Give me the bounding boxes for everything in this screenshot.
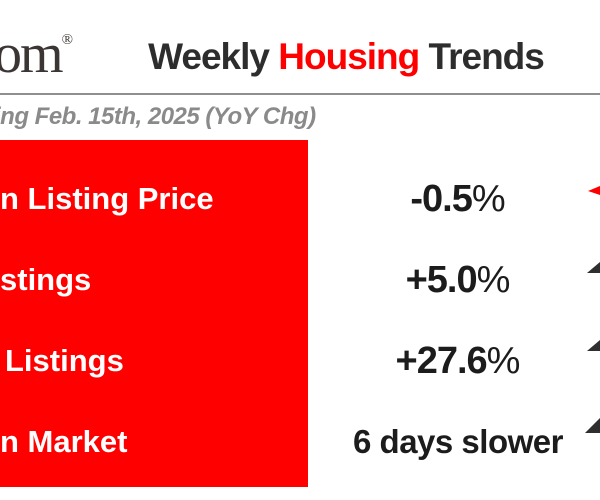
up-arrow-icon bbox=[587, 340, 600, 351]
value-number: -0.5 bbox=[410, 178, 472, 220]
metric-labels-panel bbox=[0, 140, 308, 487]
subtitle-week-ending: ing Feb. 15th, 2025 (YoY Chg) bbox=[0, 103, 316, 130]
up-arrow-fragment bbox=[587, 340, 600, 351]
value-number: 6 days slower bbox=[353, 423, 563, 460]
title-trends: Trends bbox=[419, 36, 545, 77]
metric-value-listing-price: -0.5% bbox=[308, 176, 600, 222]
up-arrow-icon bbox=[587, 262, 600, 273]
metric-label-new-listings: stings bbox=[0, 262, 92, 297]
title-housing: Housing bbox=[278, 36, 420, 77]
metric-value-time-on-market: 6 days slower bbox=[308, 419, 600, 465]
header-divider bbox=[0, 93, 600, 95]
brand-logo-text: om bbox=[0, 23, 64, 85]
up-arrow-icon bbox=[585, 418, 600, 433]
table-row: Listings +27.6% bbox=[0, 338, 600, 384]
down-arrow-fragment bbox=[588, 186, 600, 195]
table-row: n Market 6 days slower bbox=[0, 419, 600, 465]
value-number: +5.0 bbox=[405, 259, 478, 301]
brand-logo: om® bbox=[0, 26, 73, 82]
metric-value-active-listings: +27.6% bbox=[308, 338, 600, 384]
registered-trademark: ® bbox=[61, 32, 73, 48]
value-suffix: % bbox=[471, 178, 506, 220]
metric-value-new-listings: +5.0% bbox=[308, 257, 600, 303]
metric-label-listing-price: n Listing Price bbox=[0, 181, 214, 216]
table-row: n Listing Price -0.5% bbox=[0, 176, 600, 222]
table-row: stings +5.0% bbox=[0, 257, 600, 303]
value-number: +27.6 bbox=[395, 340, 488, 382]
page-title: Weekly Housing Trends bbox=[92, 36, 600, 78]
value-suffix: % bbox=[486, 340, 521, 382]
title-weekly: Weekly bbox=[148, 36, 279, 77]
down-arrow-icon bbox=[588, 186, 600, 197]
value-suffix: % bbox=[476, 259, 511, 301]
metric-label-time-on-market: n Market bbox=[0, 424, 128, 459]
up-arrow-fragment bbox=[585, 418, 600, 433]
up-arrow-fragment bbox=[587, 262, 600, 273]
metric-label-active-listings: Listings bbox=[5, 343, 124, 378]
